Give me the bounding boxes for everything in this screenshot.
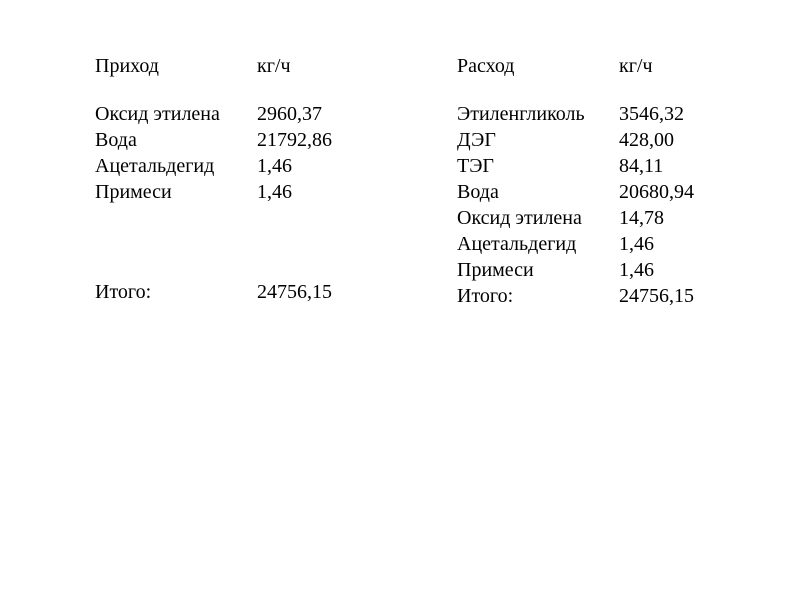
table-row: Вода 21792,86 xyxy=(95,128,377,152)
expense-header-label: Расход xyxy=(457,55,619,78)
row-label: ТЭГ xyxy=(457,154,619,178)
expense-header: Расход кг/ч xyxy=(457,55,739,78)
table-row: ТЭГ 84,11 xyxy=(457,154,739,178)
total-label: Итого: xyxy=(95,280,257,304)
table-row: ДЭГ 428,00 xyxy=(457,128,739,152)
row-label: Ацетальдегид xyxy=(457,232,619,256)
table-row: Оксид этилена 14,78 xyxy=(457,206,739,230)
row-value: 1,46 xyxy=(257,154,377,178)
row-label: Вода xyxy=(95,128,257,152)
row-label: Вода xyxy=(457,180,619,204)
expense-header-unit: кг/ч xyxy=(619,55,739,78)
income-header-unit: кг/ч xyxy=(257,55,377,78)
total-value: 24756,15 xyxy=(619,284,739,308)
row-label: Этиленгликоль xyxy=(457,102,619,126)
table-row: Примеси 1,46 xyxy=(95,180,377,204)
table-row: Ацетальдегид 1,46 xyxy=(457,232,739,256)
table-row: Вода 20680,94 xyxy=(457,180,739,204)
row-label: Примеси xyxy=(95,180,257,204)
row-value: 84,11 xyxy=(619,154,739,178)
total-label: Итого: xyxy=(457,284,619,308)
table-row: Примеси 1,46 xyxy=(457,258,739,282)
income-section: Приход кг/ч Оксид этилена 2960,37 Вода 2… xyxy=(95,55,377,308)
row-value: 21792,86 xyxy=(257,128,377,152)
expense-rows: Этиленгликоль 3546,32 ДЭГ 428,00 ТЭГ 84,… xyxy=(457,102,739,282)
total-value: 24756,15 xyxy=(257,280,377,304)
row-value: 14,78 xyxy=(619,206,739,230)
row-label: ДЭГ xyxy=(457,128,619,152)
row-value: 3546,32 xyxy=(619,102,739,126)
row-label: Ацетальдегид xyxy=(95,154,257,178)
row-value: 1,46 xyxy=(257,180,377,204)
row-value: 428,00 xyxy=(619,128,739,152)
expense-section: Расход кг/ч Этиленгликоль 3546,32 ДЭГ 42… xyxy=(457,55,739,308)
row-value: 20680,94 xyxy=(619,180,739,204)
row-value: 1,46 xyxy=(619,232,739,256)
table-row: Ацетальдегид 1,46 xyxy=(95,154,377,178)
row-label: Примеси xyxy=(457,258,619,282)
income-total-row: Итого: 24756,15 xyxy=(95,280,377,304)
row-value: 1,46 xyxy=(619,258,739,282)
expense-total-row: Итого: 24756,15 xyxy=(457,284,739,308)
income-header-label: Приход xyxy=(95,55,257,78)
income-rows: Оксид этилена 2960,37 Вода 21792,86 Ацет… xyxy=(95,102,377,204)
income-header: Приход кг/ч xyxy=(95,55,377,78)
table-row: Этиленгликоль 3546,32 xyxy=(457,102,739,126)
row-label: Оксид этилена xyxy=(95,102,257,126)
row-value: 2960,37 xyxy=(257,102,377,126)
spacer xyxy=(95,204,377,278)
balance-table: Приход кг/ч Оксид этилена 2960,37 Вода 2… xyxy=(95,55,800,308)
row-label: Оксид этилена xyxy=(457,206,619,230)
table-row: Оксид этилена 2960,37 xyxy=(95,102,377,126)
